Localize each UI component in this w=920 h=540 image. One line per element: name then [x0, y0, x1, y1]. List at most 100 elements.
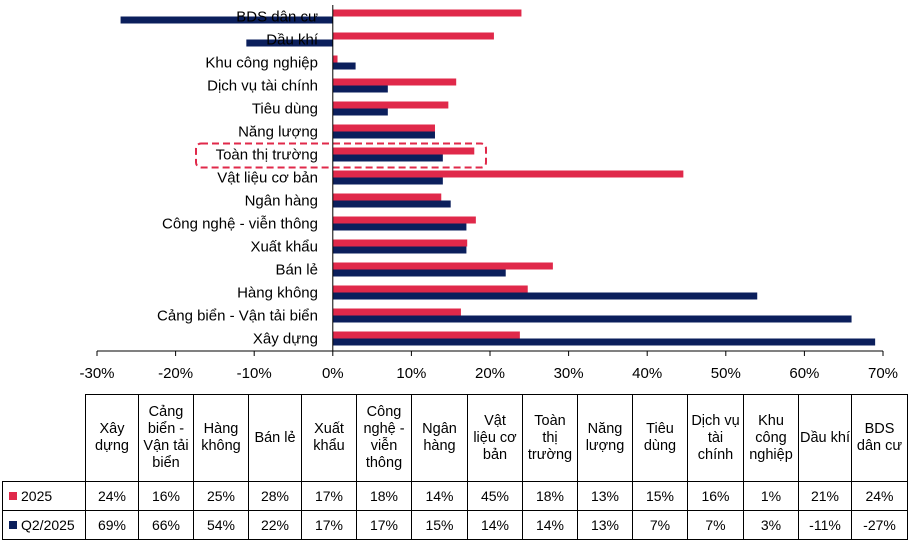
- column-header-line: Công: [366, 404, 402, 420]
- column-header-line: Toàn: [534, 412, 566, 429]
- column-header-line: biển -: [147, 421, 185, 437]
- column-header-line: Bán lẻ: [254, 429, 296, 446]
- table-row: Q2/2025 69% 66% 54% 22% 17% 17% 15% 14% 14% 13% 7% 7…: [2, 510, 908, 540]
- category-label: Vật liệu cơ bản: [217, 170, 318, 187]
- column-header-line: thông: [365, 455, 403, 471]
- column-header-line: dân cư: [856, 438, 903, 454]
- table-cell: 7%: [687, 510, 744, 540]
- column-header-line: Ngân: [422, 421, 457, 437]
- column-header-line: tài: [707, 429, 724, 446]
- bar-series2: [332, 177, 443, 185]
- bar-series1: [332, 55, 338, 63]
- category-label: Bán lẻ: [275, 262, 318, 279]
- bar-series1: [332, 285, 528, 293]
- column-header-line: dựng: [95, 438, 129, 454]
- category-label: Khu công nghiệp: [205, 55, 318, 72]
- bar-series1: [332, 147, 475, 155]
- bar-series1: [332, 124, 435, 132]
- column-header: Vật liệu cơ bản: [467, 394, 523, 482]
- category-label: Năng lượng: [238, 124, 318, 141]
- table-cell: 15%: [632, 481, 688, 511]
- column-header-line: hàng: [423, 438, 456, 454]
- row-label: 2025: [2, 481, 86, 511]
- column-header-line: Khu: [758, 412, 784, 429]
- bar-series2: [120, 16, 333, 24]
- column-header-line: Xuất: [314, 421, 344, 437]
- column-header: Tiêu dùng: [632, 394, 688, 482]
- row-label: Q2/2025: [2, 510, 86, 540]
- row-label-text: Q2/2025: [21, 516, 75, 533]
- table-corner-cell: [2, 394, 86, 482]
- chart-svg: -30% -20% -10% 0% 10% 20% 30% 40% 50% 60% 70% BDS d…: [79, 5, 898, 382]
- bar-series1: [332, 193, 442, 201]
- column-header-line: nghiệp: [749, 446, 793, 463]
- bar-series2: [332, 315, 852, 323]
- table-cell: 24%: [85, 481, 139, 511]
- x-tick-label: 70%: [868, 365, 898, 382]
- bar-series1: [332, 331, 520, 339]
- category-label: Dịch vụ tài chính: [207, 78, 318, 95]
- table-cell: 1%: [743, 481, 799, 511]
- column-header-line: không: [201, 438, 241, 454]
- table-cell: 17%: [301, 481, 357, 511]
- x-tick-label: -10%: [237, 365, 272, 382]
- column-header-line: Vận tải: [143, 438, 189, 454]
- data-table: Xây dựng Cảng biển - Vận tải biển Hàng không Bán…: [2, 394, 908, 540]
- category-label: BDS dân cư: [236, 9, 318, 26]
- table-cell: 18%: [356, 481, 412, 511]
- column-header: Năng lượng: [577, 394, 633, 482]
- column-header: Cảng biển - Vận tải biển: [138, 394, 194, 482]
- row-label-text: 2025: [21, 487, 53, 504]
- legend-swatch: [9, 520, 17, 529]
- bar-series2: [332, 246, 467, 254]
- bar-series2: [332, 108, 388, 116]
- table-cell: 16%: [687, 481, 744, 511]
- table-header-row: Xây dựng Cảng biển - Vận tải biển Hàng không Bán…: [2, 394, 908, 482]
- bar-series2: [332, 62, 356, 70]
- column-header-line: Tiêu: [646, 421, 674, 437]
- column-header-line: thị: [542, 429, 558, 446]
- column-header-line: công: [755, 429, 787, 446]
- bar-series1: [332, 32, 494, 40]
- category-label: Dầu khí: [266, 32, 319, 49]
- column-header: Toàn thị trường: [522, 394, 578, 482]
- column-header: Công nghệ - viễn thông: [356, 394, 412, 482]
- x-tick-label: 40%: [632, 365, 662, 382]
- column-header-line: Hàng: [203, 421, 239, 437]
- x-tick-label: -30%: [79, 365, 114, 382]
- table-cell: 14%: [522, 510, 578, 540]
- bar-series1: [332, 216, 476, 224]
- column-header-line: bản: [482, 446, 508, 463]
- column-header: Hàng không: [193, 394, 249, 482]
- table-cell: 14%: [411, 481, 468, 511]
- table-cell: 54%: [193, 510, 249, 540]
- category-label: Tiêu dùng: [252, 101, 318, 118]
- table-cell: -11%: [798, 510, 852, 540]
- table-cell: 3%: [743, 510, 799, 540]
- table-cell: -27%: [851, 510, 908, 540]
- x-tick-label: 60%: [789, 365, 819, 382]
- category-label: Toàn thị trường: [216, 147, 318, 164]
- column-header: Dầu khí: [798, 394, 852, 482]
- bar-chart: -30% -20% -10% 0% 10% 20% 30% 40% 50% 60% 70% BDS d…: [79, 5, 898, 382]
- table-cell: 15%: [411, 510, 468, 540]
- x-tick-label: 50%: [711, 365, 741, 382]
- table-cell: 7%: [632, 510, 688, 540]
- table-cell: 24%: [851, 481, 908, 511]
- column-header-line: lượng: [585, 438, 625, 454]
- bar-series1: [332, 308, 461, 316]
- bar-series1: [332, 170, 684, 178]
- legend-swatch: [9, 491, 17, 500]
- category-label: Công nghệ - viễn thông: [162, 216, 318, 233]
- x-tick-label: 20%: [475, 365, 505, 382]
- bar-series2: [332, 338, 876, 346]
- x-tick-label: -20%: [158, 365, 193, 382]
- column-header-line: Cảng: [148, 404, 184, 420]
- column-header-line: trường: [527, 446, 573, 463]
- column-header-line: Dịch vụ: [691, 412, 740, 429]
- bar-series2: [332, 154, 443, 162]
- bar-series2: [332, 131, 435, 139]
- category-label: Xây dựng: [253, 331, 318, 348]
- table-cell: 14%: [467, 510, 523, 540]
- bar-series2: [332, 269, 506, 277]
